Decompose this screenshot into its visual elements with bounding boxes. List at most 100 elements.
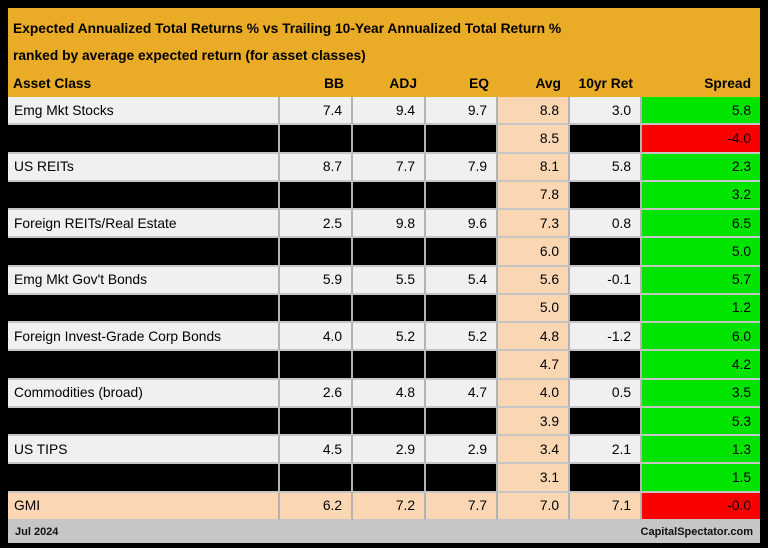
cell-ret10: 0.5 bbox=[570, 379, 642, 408]
column-header-row: Asset Class BB ADJ EQ Avg 10yr Ret Spread bbox=[8, 69, 760, 97]
cell-ret10-hidden bbox=[570, 294, 642, 324]
page-title-line2: ranked by average expected return (for a… bbox=[13, 48, 366, 63]
cell-spread-hidden: 3.2 bbox=[642, 181, 760, 211]
cell-avg-hidden: 7.8 bbox=[498, 181, 570, 211]
cell-eq-hidden bbox=[426, 181, 498, 211]
cell-spread: 3.5 bbox=[642, 379, 760, 408]
cell-adj-hidden bbox=[353, 181, 426, 211]
cell-eq-hidden bbox=[426, 294, 498, 324]
cell-asset: GMI bbox=[8, 492, 280, 521]
cell-asset: US TIPS bbox=[8, 436, 280, 465]
cell-avg: 4.0 bbox=[498, 379, 570, 408]
cell-eq: 2.9 bbox=[426, 436, 498, 465]
cell-bb-hidden bbox=[280, 464, 353, 493]
cell-spread-hidden: 5.0 bbox=[642, 238, 760, 267]
cell-ret10: 0.8 bbox=[570, 210, 642, 239]
cell-bb-hidden bbox=[280, 294, 353, 324]
cell-ret10-hidden bbox=[570, 407, 642, 437]
cell-avg-hidden: 6.0 bbox=[498, 238, 570, 267]
footer-bar: Jul 2024 CapitalSpectator.com bbox=[8, 521, 760, 543]
cell-spread: 5.7 bbox=[642, 266, 760, 295]
cell-avg-hidden: 4.7 bbox=[498, 351, 570, 380]
cell-bb: 6.2 bbox=[280, 492, 353, 521]
cell-eq: 7.7 bbox=[426, 492, 498, 521]
cell-asset: Foreign Invest-Grade Corp Bonds bbox=[8, 323, 280, 352]
cell-asset: US REITs bbox=[8, 153, 280, 182]
cell-ret10-hidden bbox=[570, 351, 642, 380]
column-header-avg: Avg bbox=[535, 75, 561, 91]
cell-spread: 5.8 bbox=[642, 97, 760, 126]
cell-adj-hidden bbox=[353, 125, 426, 154]
title-block: Expected Annualized Total Returns % vs T… bbox=[8, 8, 760, 69]
cell-bb: 4.0 bbox=[280, 323, 353, 352]
cell-ret10: -1.2 bbox=[570, 323, 642, 352]
cell-asset: Commodities (broad) bbox=[8, 379, 280, 408]
cell-eq-hidden bbox=[426, 351, 498, 380]
cell-asset: Emg Mkt Stocks bbox=[8, 97, 280, 126]
cell-spread-hidden: 4.2 bbox=[642, 351, 760, 380]
cell-asset-hidden bbox=[8, 351, 280, 380]
cell-ret10: -0.1 bbox=[570, 266, 642, 295]
data-table: Emg Mkt Stocks 7.4 9.4 9.7 8.8 3.0 5.8 8.5 -4.0 U… bbox=[8, 97, 760, 521]
cell-adj: 7.2 bbox=[353, 492, 426, 521]
cell-avg-hidden: 5.0 bbox=[498, 294, 570, 324]
cell-ret10-hidden bbox=[570, 464, 642, 493]
cell-avg-hidden: 3.1 bbox=[498, 464, 570, 493]
cell-asset-hidden bbox=[8, 294, 280, 324]
cell-ret10: 2.1 bbox=[570, 436, 642, 465]
cell-eq-hidden bbox=[426, 407, 498, 437]
cell-adj-hidden bbox=[353, 351, 426, 380]
cell-bb-hidden bbox=[280, 351, 353, 380]
cell-eq-hidden bbox=[426, 464, 498, 493]
cell-bb: 8.7 bbox=[280, 153, 353, 182]
cell-bb-hidden bbox=[280, 181, 353, 211]
cell-ret10-hidden bbox=[570, 238, 642, 267]
cell-bb: 7.4 bbox=[280, 97, 353, 126]
cell-spread-hidden: 5.3 bbox=[642, 407, 760, 437]
cell-eq-hidden bbox=[426, 125, 498, 154]
cell-asset-hidden bbox=[8, 464, 280, 493]
cell-ret10: 3.0 bbox=[570, 97, 642, 126]
cell-bb: 2.6 bbox=[280, 379, 353, 408]
cell-bb-hidden bbox=[280, 238, 353, 267]
cell-eq-hidden bbox=[426, 238, 498, 267]
cell-asset: Foreign REITs/Real Estate bbox=[8, 210, 280, 239]
column-header-spread: Spread bbox=[704, 75, 751, 91]
cell-avg: 7.0 bbox=[498, 492, 570, 521]
cell-adj-hidden bbox=[353, 294, 426, 324]
cell-asset-hidden bbox=[8, 181, 280, 211]
cell-bb-hidden bbox=[280, 407, 353, 437]
cell-spread: 1.3 bbox=[642, 436, 760, 465]
cell-adj: 9.4 bbox=[353, 97, 426, 126]
cell-asset-hidden bbox=[8, 407, 280, 437]
footer-date: Jul 2024 bbox=[15, 526, 59, 538]
cell-avg: 8.1 bbox=[498, 153, 570, 182]
cell-adj: 7.7 bbox=[353, 153, 426, 182]
cell-asset-hidden bbox=[8, 238, 280, 267]
cell-eq: 7.9 bbox=[426, 153, 498, 182]
cell-avg: 8.8 bbox=[498, 97, 570, 126]
cell-bb: 2.5 bbox=[280, 210, 353, 239]
cell-spread: -0.0 bbox=[642, 492, 760, 521]
column-header-eq: EQ bbox=[469, 75, 489, 91]
cell-eq: 9.6 bbox=[426, 210, 498, 239]
column-header-adj: ADJ bbox=[389, 75, 417, 91]
cell-spread: 6.5 bbox=[642, 210, 760, 239]
cell-ret10-hidden bbox=[570, 181, 642, 211]
cell-ret10: 5.8 bbox=[570, 153, 642, 182]
cell-adj: 2.9 bbox=[353, 436, 426, 465]
cell-eq: 5.2 bbox=[426, 323, 498, 352]
cell-avg: 5.6 bbox=[498, 266, 570, 295]
cell-bb-hidden bbox=[280, 125, 353, 154]
column-header-asset-class: Asset Class bbox=[13, 75, 92, 91]
cell-eq: 5.4 bbox=[426, 266, 498, 295]
cell-adj: 9.8 bbox=[353, 210, 426, 239]
cell-avg-hidden: 8.5 bbox=[498, 125, 570, 154]
cell-eq: 4.7 bbox=[426, 379, 498, 408]
cell-eq: 9.7 bbox=[426, 97, 498, 126]
cell-adj: 4.8 bbox=[353, 379, 426, 408]
cell-adj: 5.5 bbox=[353, 266, 426, 295]
column-header-bb: BB bbox=[324, 75, 344, 91]
cell-avg: 3.4 bbox=[498, 436, 570, 465]
cell-spread-hidden: 1.2 bbox=[642, 294, 760, 324]
